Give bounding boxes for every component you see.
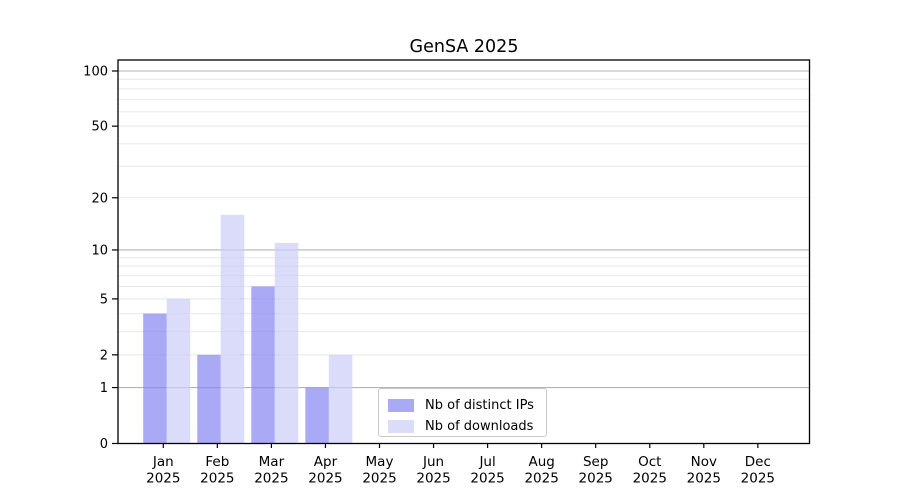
chart-title: GenSA 2025 [410,37,519,57]
x-tick-label-year: 2025 [362,471,396,487]
bar-downloads-jan [166,298,191,444]
x-tick-label-year: 2025 [687,471,721,487]
x-tick-label-year: 2025 [308,471,342,487]
x-tick-label-year: 2025 [470,471,504,487]
x-tick-label-year: 2025 [741,471,775,487]
y-tick-label: 50 [91,120,108,135]
y-tick-label: 1 [100,381,108,396]
x-tick-label-month: Jul [478,454,495,470]
x-tick-label-year: 2025 [416,471,450,487]
x-tick-label-month: Mar [259,454,285,470]
legend-label-downloads: Nb of downloads [425,419,534,434]
x-tick-label-month: Jun [422,454,444,470]
legend-label-distinct-ips: Nb of distinct IPs [425,398,534,413]
axes-spines [117,59,811,445]
x-tick-label-month: May [366,454,394,470]
y-tick-label: 20 [91,191,108,206]
x-tick-label-month: Jan [152,454,174,470]
legend-item-distinct-ips: Nb of distinct IPs [388,395,538,416]
y-tick-label: 5 [100,292,108,307]
legend-swatch-distinct-ips [388,399,414,412]
x-tick-label-month: Feb [205,454,229,470]
bar-downloads-feb [220,214,245,444]
bar-distinct-ips-feb [197,354,221,444]
x-tick-label-year: 2025 [254,471,288,487]
x-tick-label-year: 2025 [524,471,558,487]
bar-distinct-ips-mar [251,286,275,444]
bar-distinct-ips-apr [305,387,329,444]
x-tick-label-year: 2025 [579,471,613,487]
axis-layer: 0125102050100Jan2025Feb2025Mar2025Apr202… [83,59,811,487]
y-tick-label: 0 [100,437,108,452]
legend-item-downloads: Nb of downloads [388,416,538,437]
x-tick-label-month: Oct [638,454,661,470]
bar-downloads-apr [328,354,353,444]
x-tick-label-year: 2025 [200,471,234,487]
x-tick-label-month: Aug [528,454,554,470]
x-tick-label-year: 2025 [633,471,667,487]
legend: Nb of distinct IPs Nb of downloads [378,388,547,437]
bar-layer [143,214,353,444]
y-tick-label: 10 [91,243,108,258]
x-tick-label-month: Dec [745,454,771,470]
bar-downloads-mar [274,242,299,444]
y-tick-label: 100 [83,65,108,80]
legend-swatch-downloads [388,420,414,433]
y-tick-label: 2 [100,348,108,363]
x-tick-label-month: Sep [583,454,608,470]
x-tick-label-month: Apr [314,454,338,470]
x-tick-label-month: Nov [691,454,717,470]
bar-distinct-ips-jan [143,313,167,444]
x-tick-label-year: 2025 [146,471,180,487]
